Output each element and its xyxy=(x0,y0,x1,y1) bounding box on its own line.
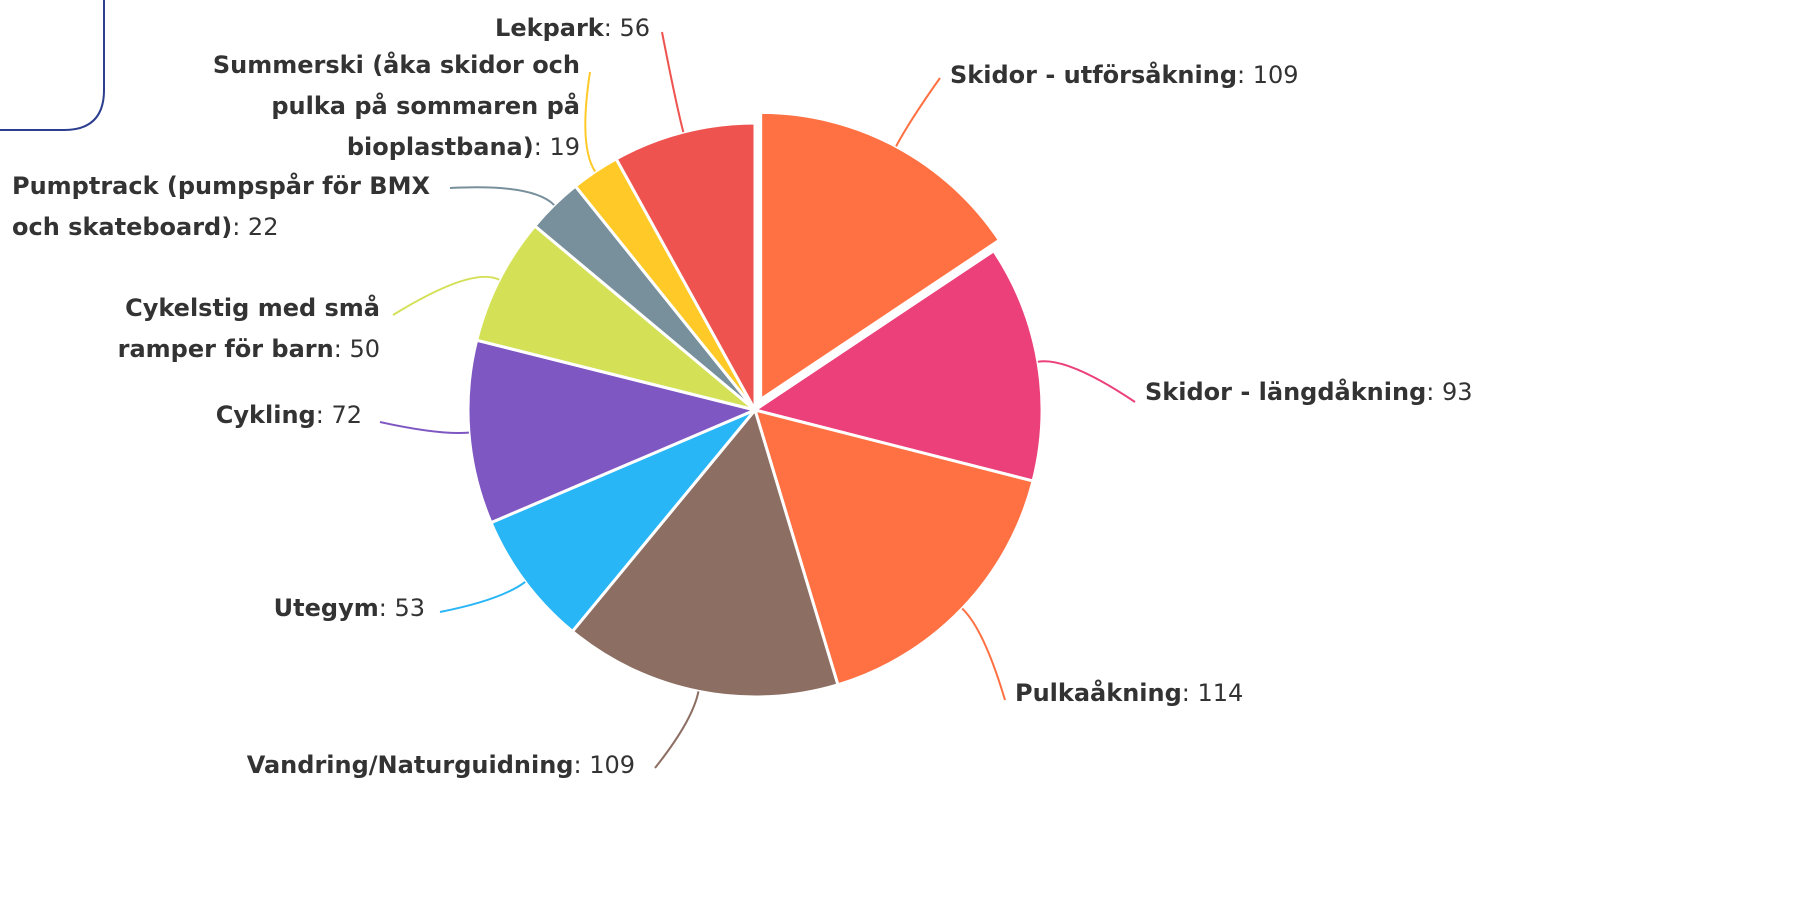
label-value: 50 xyxy=(349,335,380,363)
data-label: Utegym: 53 xyxy=(273,594,425,622)
data-label: Summerski (åka skidor och pulka på somma… xyxy=(212,51,580,161)
label-name: Skidor - längdåkning xyxy=(1145,378,1427,406)
label-name: Pulkaåkning xyxy=(1015,679,1182,707)
data-label: Pulkaåkning: 114 xyxy=(1015,679,1244,707)
label-value: 109 xyxy=(589,751,635,779)
label-value: 53 xyxy=(394,594,425,622)
connector xyxy=(961,607,1006,701)
connector xyxy=(392,275,500,316)
label-name: Vandring/Naturguidning xyxy=(246,751,574,779)
label-value: 72 xyxy=(331,401,362,429)
connector xyxy=(584,71,597,173)
panel-box xyxy=(0,0,105,131)
label-name: Summerski (åka skidor och pulka på somma… xyxy=(212,51,580,161)
connector xyxy=(661,31,685,133)
label-value: 114 xyxy=(1197,679,1244,707)
data-label: Cykling: 72 xyxy=(215,401,362,429)
connector xyxy=(439,581,526,613)
label-value: 109 xyxy=(1252,61,1299,89)
data-label: Pumptrack (pumpspår för BMX och skateboa… xyxy=(12,172,430,241)
label-name: Cykling xyxy=(215,401,316,429)
label-value: 22 xyxy=(247,213,279,241)
data-label: Skidor - längdåkning: 93 xyxy=(1145,378,1473,406)
pie-slice xyxy=(614,121,757,411)
data-label: Lekpark: 56 xyxy=(495,14,650,42)
connector xyxy=(379,421,469,434)
label-name: Cykelstig med små ramper för barn xyxy=(117,294,380,363)
label-name: Skidor - utförsåkning xyxy=(950,61,1237,89)
data-label: Skidor - utförsåkning: 109 xyxy=(950,61,1299,89)
label-name: Pumptrack (pumpspår för BMX och skateboa… xyxy=(12,172,430,241)
pie-slice xyxy=(752,407,1035,687)
connector xyxy=(895,77,941,147)
data-label: Vandring/Naturguidning: 109 xyxy=(246,751,635,779)
label-value: 19 xyxy=(549,133,580,161)
connector xyxy=(1037,360,1136,403)
label-name: Lekpark xyxy=(495,14,604,42)
connector xyxy=(449,186,555,206)
pie-slice xyxy=(474,223,756,412)
connector xyxy=(654,691,700,769)
label-value: 56 xyxy=(619,14,650,42)
label-name: Utegym xyxy=(273,594,379,622)
data-label: Cykelstig med små ramper för barn: 50 xyxy=(117,294,380,363)
label-value: 93 xyxy=(1441,378,1473,406)
